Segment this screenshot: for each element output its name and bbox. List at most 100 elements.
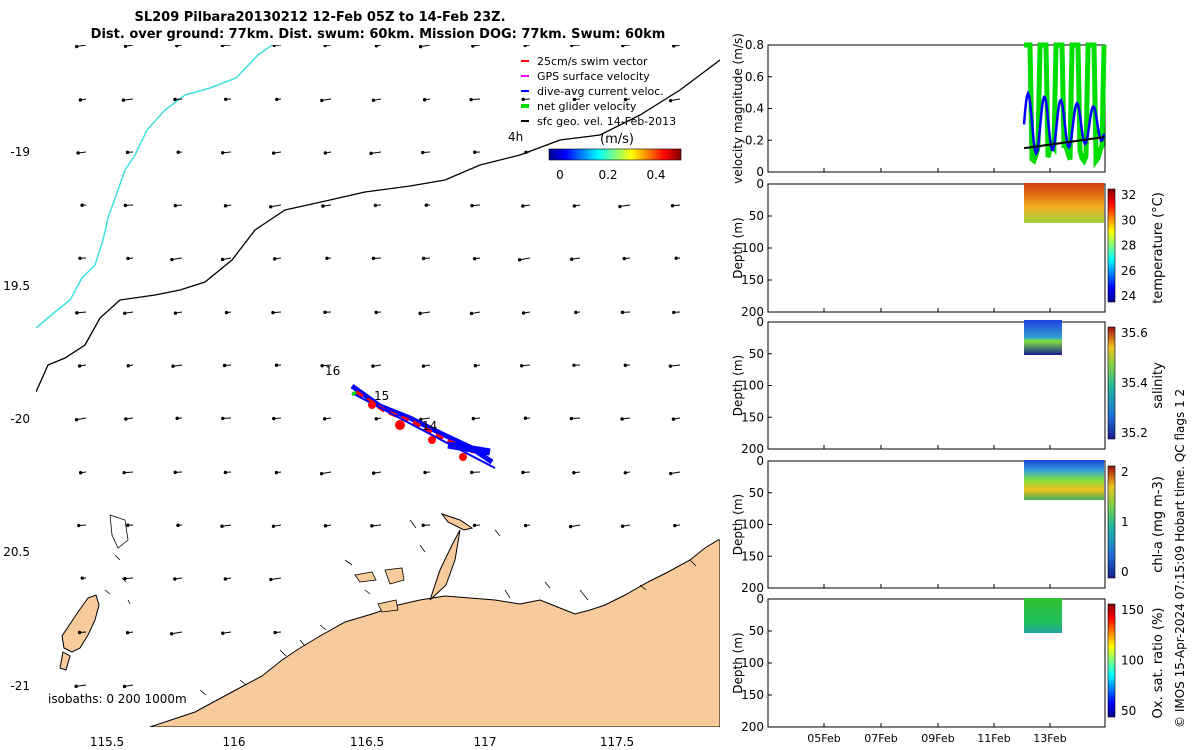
panel-4-cbtick-2: 50 (1121, 704, 1136, 718)
panel-2-colorbar (1107, 326, 1116, 440)
panel-2-cbtick-1: 35.4 (1121, 376, 1148, 390)
glider-track (350, 383, 496, 469)
panel-4-ytick-3: 150 (741, 688, 764, 702)
panel-4-ylabel: Depth (m) (731, 632, 745, 693)
panel-3: 0 50 100 150 200 Depth (m) 2 1 0 chl-a (mg m-3) (731, 454, 1166, 595)
heatmap-salinity (1024, 320, 1062, 355)
land-islets (354, 567, 405, 613)
land-mainland (149, 539, 720, 727)
panel-2-colorbar-label: salinity (1151, 362, 1166, 409)
land-peninsula (429, 529, 461, 601)
track-label-14: 14 (422, 419, 437, 433)
map-panel: 16 15 14 115.5 116 116.5 117 117.5 -19 19.5 -2… (3, 45, 720, 749)
land-island-small (59, 651, 71, 671)
map-y-tick-2: -20 (10, 412, 30, 426)
panel-1-cbtick-1: 30 (1121, 213, 1136, 227)
panel-0-ylabel: velocity magnitude (m/s) (731, 33, 745, 184)
panel-1-cbtick-3: 26 (1121, 264, 1136, 278)
legend-label-1: GPS surface velocity (537, 70, 650, 83)
panel-1-ytick-2: 100 (741, 241, 764, 255)
panel-2-ytick-3: 150 (741, 410, 764, 424)
panel-1-ytick-3: 150 (741, 273, 764, 287)
panel-3-colorbar (1107, 465, 1116, 579)
velocity-series-geostrophic (1023, 136, 1105, 150)
panel-3-ytick-0: 0 (756, 454, 764, 468)
panel-0-ytick-0: 0 (756, 165, 764, 179)
legend-label-0: 25cm/s swim vector (537, 55, 648, 68)
panel-3-ytick-3: 150 (741, 549, 764, 563)
panel-2-ytick-0: 0 (756, 315, 764, 329)
panel-1-ytick-1: 50 (749, 209, 764, 223)
panel-3-ytick-2: 100 (741, 518, 764, 532)
legend-label-2: dive-avg current veloc. (537, 85, 664, 98)
map-legend: 25cm/s swim vector GPS surface velocity di… (521, 55, 676, 128)
colorbar-units: (m/s) (600, 132, 634, 147)
panel-1-cbtick-0: 32 (1121, 188, 1136, 202)
map-x-tick-1: 116 (223, 735, 246, 749)
time-tick-2: 09Feb (921, 732, 954, 745)
panel-1-cbtick-4: 24 (1121, 289, 1136, 303)
heatmap-oxygen (1024, 598, 1062, 633)
copyright-note: © IMOS 15-Apr-2024 07:15:09 Hobart time.… (1173, 389, 1187, 728)
colorbar-tick-0.2: 0.2 (598, 168, 617, 182)
panel-3-ytick-4: 200 (741, 581, 764, 595)
panel-4-ytick-4: 200 (741, 720, 764, 734)
map-y-tick-3: 20.5 (3, 545, 30, 559)
time-tick-1: 07Feb (864, 732, 897, 745)
panel-1-colorbar (1107, 188, 1116, 303)
panel-4-ytick-1: 50 (749, 624, 764, 638)
map-y-tick-1: 19.5 (3, 279, 30, 293)
panel-4-cbtick-0: 150 (1121, 603, 1144, 617)
legend-label-4: sfc geo. vel. 14-Feb-2013 (537, 115, 676, 128)
panel-1-ytick-0: 0 (756, 177, 764, 191)
panel-0-ytick-1: 0.2 (745, 133, 764, 147)
track-label-16: 16 (325, 364, 340, 378)
panel-2-ytick-1: 50 (749, 347, 764, 361)
land-island-east (440, 513, 474, 531)
panel-0-ytick-4: 0.8 (745, 38, 764, 52)
panel-2-ytick-2: 100 (741, 379, 764, 393)
map-x-tick-3: 117 (474, 735, 497, 749)
map-y-tick-labels: -19 19.5 -20 20.5 -21 (3, 145, 30, 693)
panel-3-cbtick-2: 0 (1121, 565, 1129, 579)
coastal-specks (104, 514, 697, 696)
panel-1-ylabel: Depth (m) (731, 217, 745, 278)
panel-3-ylabel: Depth (m) (731, 494, 745, 555)
map-x-tick-2: 116.5 (350, 735, 384, 749)
chart-title-line2: Dist. over ground: 77km. Dist. swum: 60k… (91, 27, 666, 42)
colorbar-tick-0: 0 (556, 168, 564, 182)
panel-2-ytick-4: 200 (741, 442, 764, 456)
map-x-tick-4: 117.5 (600, 735, 634, 749)
panel-2-ylabel: Depth (m) (731, 355, 745, 416)
panel-1-colorbar-label: temperature (°C) (1151, 192, 1166, 304)
velocity-arrow-field (36, 45, 681, 689)
panel-1-cbtick-2: 28 (1121, 239, 1136, 253)
panel-2-cbtick-0: 35.6 (1121, 326, 1148, 340)
panel-0-ytick-3: 0.6 (745, 70, 764, 84)
panel-1-ytick-4: 200 (741, 305, 764, 319)
panel-3-cbtick-1: 1 (1121, 515, 1129, 529)
panel-3-cbtick-0: 2 (1121, 465, 1129, 479)
speed-colorbar: (m/s) 0 0.2 0.4 (548, 132, 682, 182)
panel-1: 0 50 100 150 200 Depth (m) 32 30 28 26 24 temperatu… (731, 177, 1166, 319)
time-tick-4: 13Feb (1033, 732, 1066, 745)
scale-label-4h: 4h (508, 130, 523, 144)
panel-4-cbtick-1: 100 (1121, 654, 1144, 668)
panel-3-colorbar-label: chl-a (mg m-3) (1151, 476, 1166, 573)
panel-4-ytick-0: 0 (756, 592, 764, 606)
legend-label-3: net glider velocity (537, 100, 637, 113)
panel-4-ytick-2: 100 (741, 656, 764, 670)
heatmap-temperature (1024, 183, 1104, 223)
chart-title-line1: SL209 Pilbara20130212 12-Feb 05Z to 14-F… (134, 10, 505, 25)
heatmap-chla (1024, 460, 1104, 500)
land-barrow-island (61, 594, 100, 653)
map-x-tick-labels: 115.5 116 116.5 117 117.5 (90, 735, 634, 749)
map-y-tick-0: -19 (10, 145, 30, 159)
panel-2-cbtick-2: 35.2 (1121, 426, 1148, 440)
time-tick-0: 05Feb (807, 732, 840, 745)
map-x-tick-0: 115.5 (90, 735, 124, 749)
